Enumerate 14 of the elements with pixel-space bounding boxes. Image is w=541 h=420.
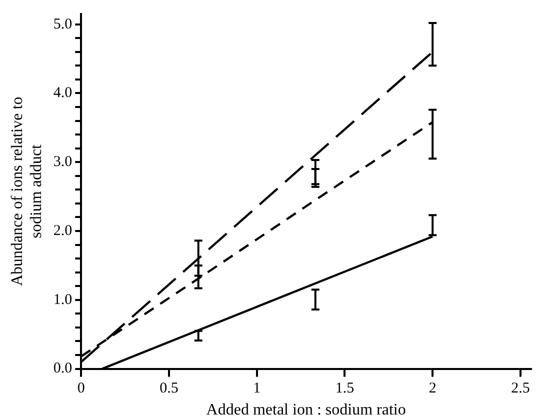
y-tick-label: 2.0 — [53, 222, 72, 239]
y-tick-label: 3.0 — [53, 154, 72, 170]
x-axis-title: Added metal ion : sodium ratio — [206, 402, 406, 419]
x-tick-label: 1.5 — [335, 380, 354, 397]
y-tick-label: 0.0 — [53, 360, 72, 377]
x-tick-label: 2 — [428, 380, 436, 397]
y-tick-label: 1.0 — [53, 292, 72, 308]
x-tick-label: 1 — [253, 380, 261, 397]
y-axis-title: Abundance of ions relative to sodium adduct — [8, 96, 46, 286]
x-tick-label: 0 — [77, 380, 85, 397]
x-tick-label: 0.5 — [160, 380, 178, 397]
y-tick-label: 4.0 — [53, 85, 72, 102]
x-tick-label: 2.5 — [511, 380, 530, 397]
y-tick-label: 5.0 — [53, 16, 72, 32]
